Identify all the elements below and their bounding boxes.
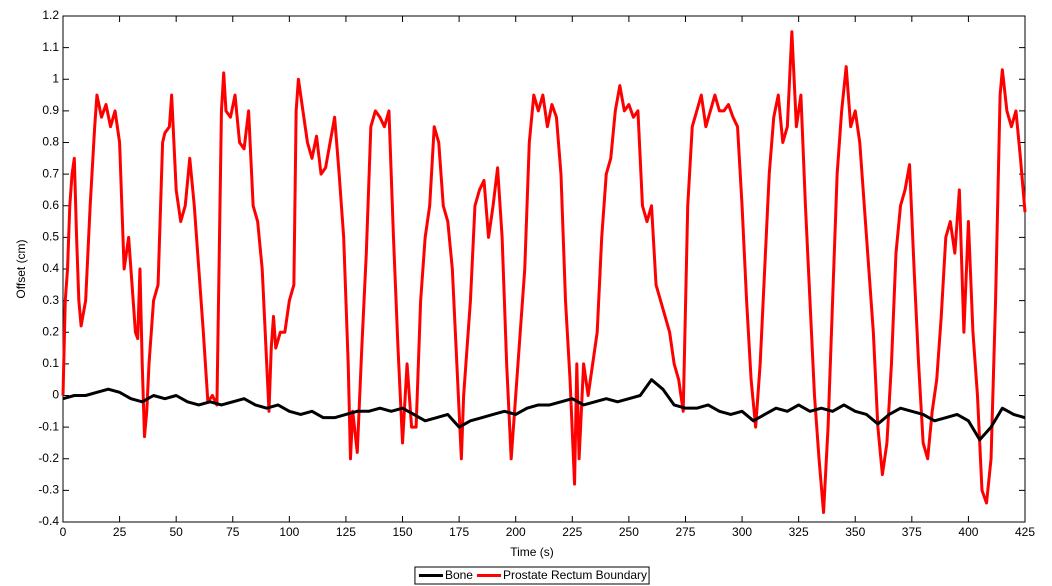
x-tick-label: 225 — [562, 525, 582, 539]
x-tick-label: 425 — [1015, 525, 1035, 539]
y-tick-label: 0.2 — [42, 324, 59, 338]
series-line — [61, 30, 1027, 515]
x-tick-label: 375 — [902, 525, 922, 539]
legend: Bone Prostate Rectum Boundary — [414, 566, 650, 585]
y-tick-label: 0.4 — [42, 261, 59, 275]
y-tick-label: 0.6 — [42, 198, 59, 212]
y-tick-label: -0.2 — [38, 451, 59, 465]
x-tick-label: 75 — [226, 525, 240, 539]
y-tick-label: 0.3 — [42, 293, 59, 307]
series-line — [62, 378, 1026, 442]
x-tick-label: 300 — [732, 525, 752, 539]
x-tick-label: 150 — [393, 525, 413, 539]
legend-label: Prostate Rectum Boundary — [503, 568, 647, 582]
x-axis-label: Time (s) — [510, 545, 554, 559]
y-tick-label: 0.8 — [42, 135, 59, 149]
x-tick-label: 100 — [279, 525, 299, 539]
legend-label: Bone — [445, 568, 473, 582]
x-tick-label: 125 — [336, 525, 356, 539]
y-tick-label: 1.1 — [42, 40, 59, 54]
y-tick-label: 0.1 — [42, 356, 59, 370]
x-tick-label: 50 — [169, 525, 183, 539]
legend-box — [414, 566, 650, 585]
y-tick-label: 0.7 — [42, 166, 59, 180]
x-tick-label: 250 — [619, 525, 639, 539]
x-tick-label: 325 — [789, 525, 809, 539]
y-axis-label: Offset (cm) — [14, 239, 28, 298]
x-tick-label: 350 — [845, 525, 865, 539]
y-tick-label: 0.5 — [42, 230, 59, 244]
y-tick-label: -0.3 — [38, 483, 59, 497]
x-tick-label: 275 — [675, 525, 695, 539]
x-tick-label: 400 — [958, 525, 978, 539]
y-tick-label: 0.9 — [42, 103, 59, 117]
y-tick-label: 1.2 — [42, 8, 59, 22]
x-tick-label: 0 — [60, 525, 67, 539]
x-tick-label: 175 — [449, 525, 469, 539]
y-tick-label: -0.4 — [38, 514, 59, 528]
y-tick-label: 1 — [52, 71, 59, 85]
x-tick-label: 200 — [506, 525, 526, 539]
y-tick-label: 0 — [52, 388, 59, 402]
y-tick-label: -0.1 — [38, 419, 59, 433]
x-tick-label: 25 — [113, 525, 127, 539]
